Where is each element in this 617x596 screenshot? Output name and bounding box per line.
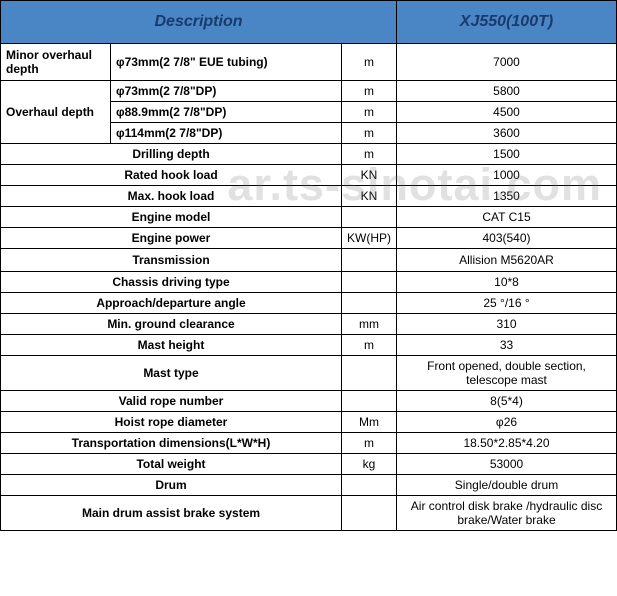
row-unit: KN [342,186,397,207]
table-row: Transmission Allision M5620AR [1,249,617,272]
row-value: 33 [397,335,617,356]
row-value: 8(5*4) [397,391,617,412]
row-value: Front opened, double section, telescope … [397,356,617,391]
row-label: Mast height [1,335,342,356]
row-value: Single/double drum [397,475,617,496]
row-unit: KW(HP) [342,228,397,249]
table-row: Max. hook load KN 1350 [1,186,617,207]
row-unit: m [342,433,397,454]
row-sublabel: φ88.9mm(2 7/8"DP) [111,102,342,123]
row-value: 1500 [397,144,617,165]
row-label: Minor overhaul depth [1,44,111,81]
table-row: Mast height m 33 [1,335,617,356]
row-value: 1000 [397,165,617,186]
row-label: Drum [1,475,342,496]
row-value: 3600 [397,123,617,144]
row-label: Transmission [1,249,342,272]
row-label: Transportation dimensions(L*W*H) [1,433,342,454]
row-value: 1350 [397,186,617,207]
spec-table: Description XJ550(100T) Minor overhaul d… [0,0,617,531]
row-unit: kg [342,454,397,475]
table-row: Rated hook load KN 1000 [1,165,617,186]
table-row: Valid rope number 8(5*4) [1,391,617,412]
row-value: 310 [397,314,617,335]
row-label: Rated hook load [1,165,342,186]
row-label: Overhaul depth [1,81,111,144]
table-row: Engine power KW(HP) 403(540) [1,228,617,249]
row-label: Min. ground clearance [1,314,342,335]
table-row: Hoist rope diameter Mm φ26 [1,412,617,433]
table-row: Mast type Front opened, double section, … [1,356,617,391]
row-value: 403(540) [397,228,617,249]
row-label: Hoist rope diameter [1,412,342,433]
row-unit [342,356,397,391]
row-label: Main drum assist brake system [1,496,342,531]
row-label: Drilling depth [1,144,342,165]
row-label: Total weight [1,454,342,475]
row-value: φ26 [397,412,617,433]
row-unit [342,249,397,272]
header-model: XJ550(100T) [397,1,617,44]
row-value: Allision M5620AR [397,249,617,272]
table-row: Overhaul depth φ73mm(2 7/8"DP) m 5800 [1,81,617,102]
row-unit: m [342,123,397,144]
row-unit [342,293,397,314]
row-value: 53000 [397,454,617,475]
table-row: Transportation dimensions(L*W*H) m 18.50… [1,433,617,454]
row-value: 18.50*2.85*4.20 [397,433,617,454]
table-row: Minor overhaul depth φ73mm(2 7/8" EUE tu… [1,44,617,81]
row-unit: m [342,102,397,123]
row-sublabel: φ73mm(2 7/8" EUE tubing) [111,44,342,81]
table-row: Main drum assist brake system Air contro… [1,496,617,531]
row-unit: m [342,44,397,81]
row-value: 10*8 [397,272,617,293]
row-value: CAT C15 [397,207,617,228]
row-value: 7000 [397,44,617,81]
table-row: Drum Single/double drum [1,475,617,496]
table-row: Drilling depth m 1500 [1,144,617,165]
row-sublabel: φ114mm(2 7/8"DP) [111,123,342,144]
row-label: Mast type [1,356,342,391]
row-label: Max. hook load [1,186,342,207]
row-label: Approach/departure angle [1,293,342,314]
row-value: 4500 [397,102,617,123]
row-unit [342,475,397,496]
table-row: Engine model CAT C15 [1,207,617,228]
table-row: Min. ground clearance mm 310 [1,314,617,335]
row-value: Air control disk brake /hydraulic disc b… [397,496,617,531]
row-unit: m [342,335,397,356]
header-description: Description [1,1,397,44]
row-unit: m [342,144,397,165]
row-value: 25 °/16 ° [397,293,617,314]
row-label: Valid rope number [1,391,342,412]
row-unit: m [342,81,397,102]
row-unit: KN [342,165,397,186]
row-label: Engine model [1,207,342,228]
table-row: Total weight kg 53000 [1,454,617,475]
table-row: Approach/departure angle 25 °/16 ° [1,293,617,314]
row-unit: Mm [342,412,397,433]
row-unit [342,496,397,531]
table-row: Chassis driving type 10*8 [1,272,617,293]
row-unit [342,391,397,412]
row-value: 5800 [397,81,617,102]
row-unit [342,272,397,293]
row-sublabel: φ73mm(2 7/8"DP) [111,81,342,102]
header-row: Description XJ550(100T) [1,1,617,44]
row-label: Chassis driving type [1,272,342,293]
row-unit [342,207,397,228]
row-unit: mm [342,314,397,335]
row-label: Engine power [1,228,342,249]
